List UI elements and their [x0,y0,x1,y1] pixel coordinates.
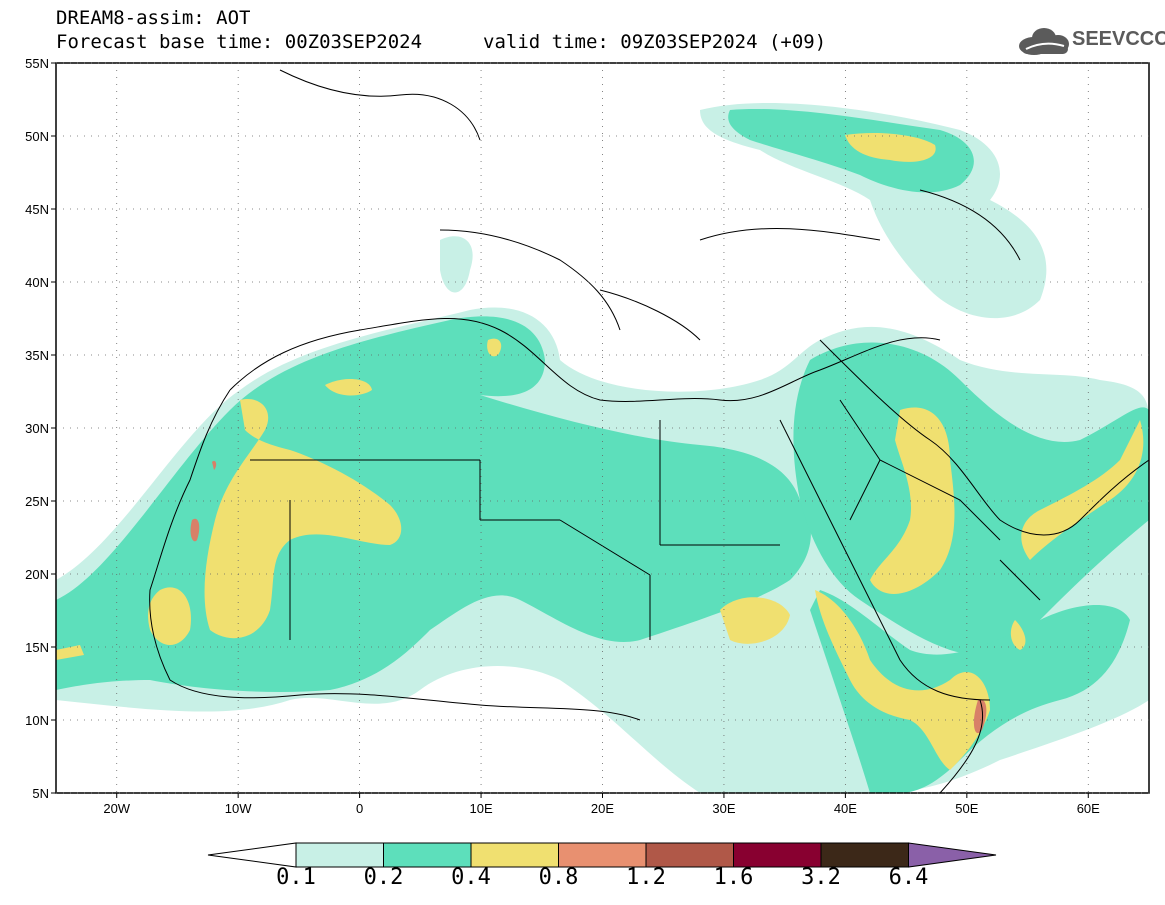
colorbar-swatch [733,842,822,868]
valid-time: valid time: 09Z03SEP2024 (+09) [483,31,827,53]
lon-tick-label: 10E [469,801,492,816]
colorbar-arrow-high [908,842,997,868]
lat-tick-label: 55N [25,56,49,71]
lat-tick-label: 30N [25,421,49,436]
colorbar-swatch [470,842,559,868]
coastlines [149,69,1149,793]
colorbar-swatch [820,842,909,868]
lat-tick-label: 25N [25,494,49,509]
aot-field [56,102,1149,793]
colorbar-label: 3.2 [801,865,841,890]
colorbar-swatch [295,842,384,868]
colorbar-label: 6.4 [888,865,929,890]
seevccc-logo-text: SEEVCCC [1072,28,1165,50]
colorbar-label: 0.1 [276,865,316,890]
lat-tick-label: 35N [25,348,49,363]
lon-tick-label: 20E [591,801,614,816]
lat-tick-label: 20N [25,567,49,582]
colorbar-swatch [558,842,647,868]
lon-tick-label: 0 [356,801,363,816]
lon-tick-label: 50E [955,801,978,816]
lat-tick-label: 50N [25,129,49,144]
lon-tick-label: 20W [103,801,130,816]
colorbar [207,842,997,868]
lon-tick-label: 60E [1077,801,1100,816]
lat-tick-label: 40N [25,275,49,290]
latitude-labels: 5N 10N 15N 20N 25N 30N 35N 40N 45N 50N 55N [25,56,56,801]
colorbar-label: 0.2 [363,865,404,890]
aot-layer-0.8 [190,460,987,734]
lat-tick-label: 10N [25,713,49,728]
colorbar-arrow-low [207,842,297,868]
colorbar-swatch [645,842,734,868]
aot-layer-0.4 [56,133,1144,770]
colorbar-label: 0.8 [538,865,579,890]
forecast-base-time: Forecast base time: 00Z03SEP2024 [56,31,423,53]
longitude-labels: 20W 10W 0 10E 20E 30E 40E 50E 60E [103,793,1100,816]
graticule [56,62,1149,794]
colorbar-swatch [383,842,472,868]
lon-tick-label: 40E [834,801,857,816]
map-title: DREAM8-assim: AOT [56,7,251,29]
lon-tick-label: 30E [712,801,735,816]
colorbar-label: 0.4 [451,865,491,890]
lon-tick-label: 10W [225,801,252,816]
lat-tick-label: 5N [32,786,49,801]
lat-tick-label: 45N [25,202,49,217]
colorbar-label: 1.6 [713,865,754,890]
cloud-icon [1019,28,1069,55]
colorbar-label: 1.2 [626,865,666,890]
lat-tick-label: 15N [25,640,49,655]
